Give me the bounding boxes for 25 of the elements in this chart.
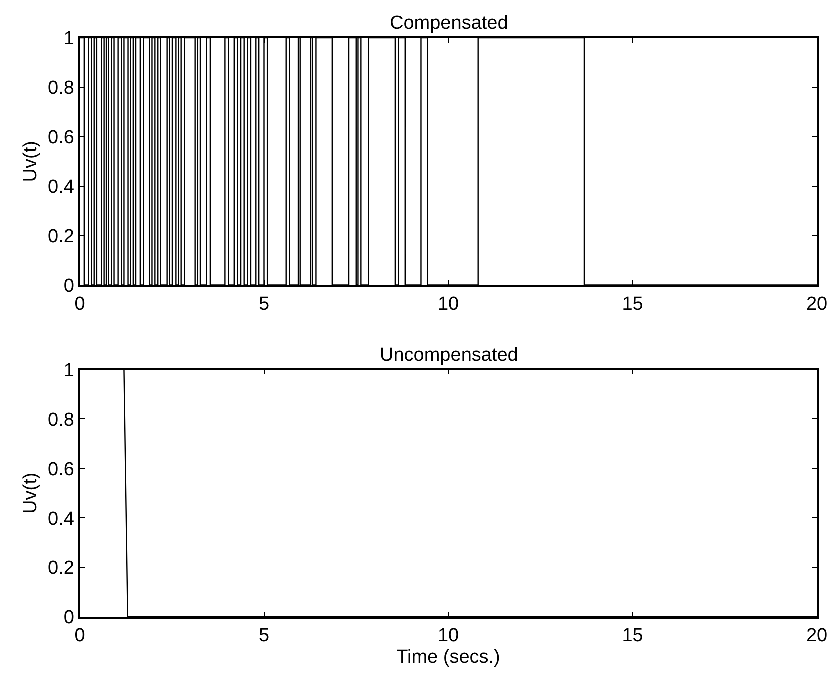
y-tick-label: 0: [64, 608, 74, 629]
y-tick-label: 0.6: [48, 128, 74, 149]
x-tick-label: 20: [806, 626, 828, 647]
y-tick-label: 0.2: [48, 226, 74, 248]
chart-title: Uncompensated: [380, 345, 518, 366]
x-tick-label: 5: [258, 294, 270, 315]
y-tick-label: 0.2: [48, 558, 74, 580]
x-tick-label: 20: [806, 294, 828, 315]
y-tick-label: 0.6: [48, 459, 74, 480]
y-tick-label: 0.8: [48, 410, 74, 431]
x-tick-label: 15: [622, 626, 644, 647]
y-axis-title: Uv(t): [20, 472, 42, 514]
y-tick-label: 1: [64, 28, 74, 50]
y-tick-label: 0.8: [48, 78, 74, 100]
y-axis-title: Uv(t): [20, 141, 42, 182]
y-tick-label: 1: [64, 360, 74, 382]
x-tick-label: 15: [622, 294, 644, 315]
x-tick-label: 10: [438, 294, 460, 315]
y-tick-label: 0.4: [48, 508, 75, 530]
y-tick-label: 0.4: [48, 176, 75, 198]
x-axis-title: Time (secs.): [396, 646, 500, 668]
chart-title: Compensated: [390, 13, 508, 34]
y-tick-label: 0: [64, 276, 74, 297]
x-tick-label: 10: [438, 626, 460, 647]
x-tick-label: 5: [258, 626, 270, 647]
